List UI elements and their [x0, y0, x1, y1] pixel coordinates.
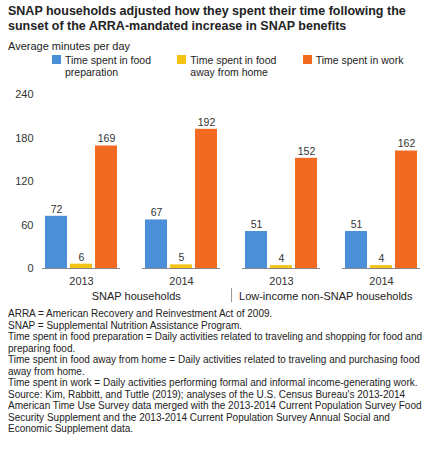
svg-text:0: 0	[27, 262, 33, 274]
svg-text:169: 169	[98, 132, 116, 144]
html-text:Time spent in work = Daily act: Time spent in work = Daily activities pe…	[8, 377, 418, 388]
svg-text:192: 192	[198, 116, 216, 128]
html-text:Source: Kim, Rabbitt, and Tutt: Source: Kim, Rabbitt, and Tuttle (2019);…	[8, 388, 422, 434]
html-text:ARRA = American Recovery and R: ARRA = American Recovery and Reinvestmen…	[8, 308, 273, 319]
svg-text:2014: 2014	[369, 275, 393, 287]
svg-text:152: 152	[298, 145, 316, 157]
html-text:Low-income non-SNAP households: Low-income non-SNAP households	[239, 290, 413, 302]
svg-text:2014: 2014	[169, 275, 193, 287]
svg-text:4: 4	[279, 252, 285, 264]
html-text:Time spent in food preparation: Time spent in food preparation = Daily a…	[8, 331, 422, 354]
svg-text:67: 67	[151, 206, 163, 218]
svg-text:2013: 2013	[69, 275, 93, 287]
html-text:Time spent in food away from h: Time spent in food away from home = Dail…	[8, 354, 420, 377]
svg-text:5: 5	[179, 251, 185, 263]
svg-text:6: 6	[79, 251, 85, 263]
html-text:Average minutes per day: Average minutes per day	[8, 40, 131, 52]
svg-text:120: 120	[15, 175, 33, 187]
svg-text:60: 60	[21, 219, 33, 231]
html-text:SNAP households adjusted how t: SNAP households adjusted how they spent …	[8, 4, 406, 33]
svg-text:240: 240	[15, 88, 33, 100]
html-text:Time spent in food away from h: Time spent in food away from home	[190, 54, 277, 78]
svg-text:162: 162	[398, 137, 416, 149]
svg-text:72: 72	[51, 203, 63, 215]
svg-text:2013: 2013	[269, 275, 293, 287]
svg-text:180: 180	[15, 132, 33, 144]
svg-text:51: 51	[351, 218, 363, 230]
html-text:SNAP households: SNAP households	[91, 290, 181, 302]
html-text:Time spent in work: Time spent in work	[315, 54, 404, 66]
html-text:Time spent in food preparation: Time spent in food preparation	[65, 54, 151, 78]
html-text:SNAP = Supplemental Nutrition: SNAP = Supplemental Nutrition Assistance…	[8, 319, 243, 331]
svg-text:4: 4	[379, 252, 385, 264]
svg-text:51: 51	[251, 218, 263, 230]
